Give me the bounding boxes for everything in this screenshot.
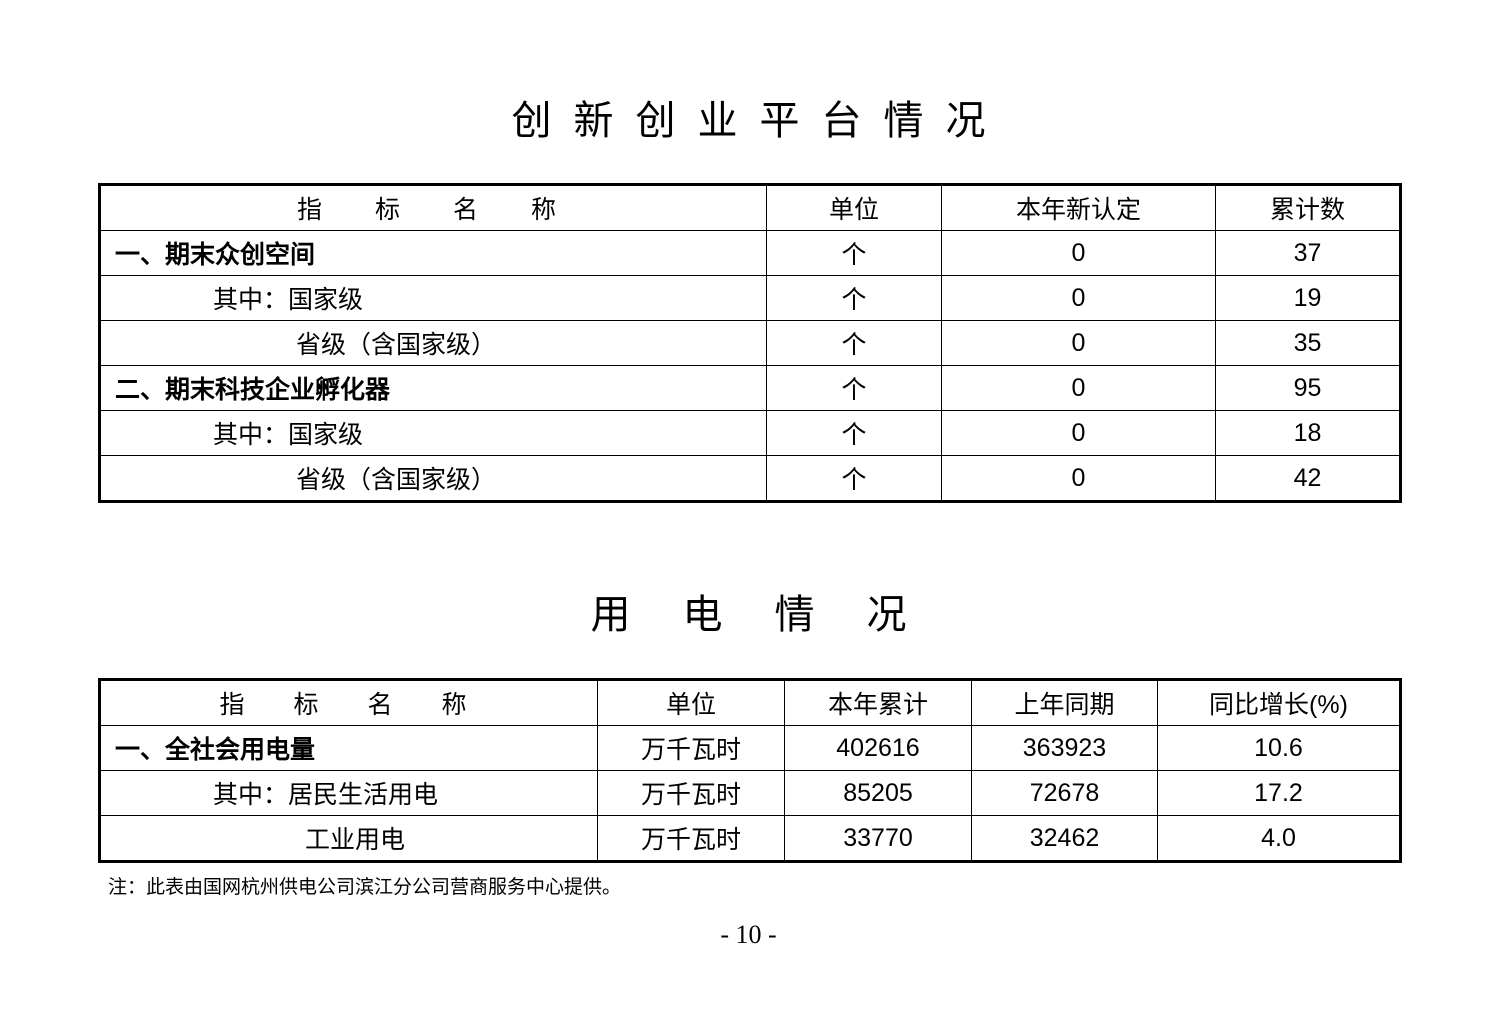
unit-cell: 万千瓦时: [597, 815, 785, 862]
unit-cell: 个: [766, 455, 942, 502]
total-cell: 95: [1215, 365, 1401, 411]
column-header: 本年新认定: [941, 184, 1216, 231]
row-name: 省级（含国家级）: [99, 320, 767, 366]
new-cell: 0: [941, 365, 1216, 411]
row-name: 二、期末科技企业孵化器: [99, 365, 767, 411]
row-name: 省级（含国家级）: [99, 455, 767, 502]
source-note: 注：此表由国网杭州供电公司滨江分公司营商服务中心提供。: [108, 877, 622, 898]
row-name: 其中：国家级: [99, 410, 767, 456]
previous-cell: 32462: [971, 815, 1158, 862]
column-header: 同比增长(%): [1157, 679, 1401, 726]
unit-cell: 个: [766, 275, 942, 321]
current-cell: 33770: [784, 815, 972, 862]
column-header: 本年累计: [784, 679, 972, 726]
table-row: 二、期末科技企业孵化器个 0 95: [99, 365, 1401, 411]
column-header: 累计数: [1215, 184, 1401, 231]
column-header: 单位: [766, 184, 942, 231]
unit-cell: 个: [766, 320, 942, 366]
unit-cell: 个: [766, 230, 942, 276]
table-row: 一、期末众创空间个 0 37: [99, 230, 1401, 276]
electricity-table: 指 标 名 称 单位 本年累计 上年同期 同比增长(%) 一、全社会用电量 万千瓦…: [98, 678, 1402, 863]
column-header: 指 标 名 称: [99, 184, 767, 231]
new-cell: 0: [941, 230, 1216, 276]
total-cell: 35: [1215, 320, 1401, 366]
platform-table-title: 创新创业平台情况: [511, 99, 1008, 143]
table-row: 其中：居民生活用电 万千瓦时 85205 72678 17.2: [99, 770, 1401, 816]
table-row: 省级（含国家级）个 0 42: [99, 455, 1401, 502]
row-name: 其中：国家级: [99, 275, 767, 321]
growth-cell: 10.6: [1157, 725, 1401, 771]
current-cell: 402616: [784, 725, 972, 771]
new-cell: 0: [941, 410, 1216, 456]
electricity-table-title: 用电情况: [590, 593, 959, 637]
new-cell: 0: [941, 320, 1216, 366]
column-header: 上年同期: [971, 679, 1158, 726]
new-cell: 0: [941, 275, 1216, 321]
unit-cell: 个: [766, 410, 942, 456]
row-name: 其中：居民生活用电: [99, 770, 598, 816]
page-number: - 10 -: [720, 920, 777, 949]
current-cell: 85205: [784, 770, 972, 816]
table-header-row: 指 标 名 称 单位 本年累计 上年同期 同比增长(%): [99, 679, 1401, 726]
unit-cell: 万千瓦时: [597, 725, 785, 771]
unit-cell: 万千瓦时: [597, 770, 785, 816]
total-cell: 42: [1215, 455, 1401, 502]
total-cell: 18: [1215, 410, 1401, 456]
platform-table: 指 标 名 称 单位 本年新认定 累计数 一、期末众创空间个 0 37 其中：国家级个…: [98, 183, 1402, 503]
table-row: 省级（含国家级）个 0 35: [99, 320, 1401, 366]
column-header: 单位: [597, 679, 785, 726]
previous-cell: 363923: [971, 725, 1158, 771]
row-name: 一、全社会用电量: [99, 725, 598, 771]
row-name: 工业用电: [99, 815, 598, 862]
table-row: 其中：国家级个 0 19: [99, 275, 1401, 321]
table-row: 工业用电 万千瓦时 33770 32462 4.0: [99, 815, 1401, 862]
previous-cell: 72678: [971, 770, 1158, 816]
total-cell: 37: [1215, 230, 1401, 276]
table-row: 其中：国家级个 0 18: [99, 410, 1401, 456]
table-row: 一、全社会用电量 万千瓦时 402616 363923 10.6: [99, 725, 1401, 771]
growth-cell: 4.0: [1157, 815, 1401, 862]
new-cell: 0: [941, 455, 1216, 502]
growth-cell: 17.2: [1157, 770, 1401, 816]
table-header-row: 指 标 名 称 单位 本年新认定 累计数: [99, 184, 1401, 231]
unit-cell: 个: [766, 365, 942, 411]
column-header: 指 标 名 称: [99, 679, 598, 726]
total-cell: 19: [1215, 275, 1401, 321]
row-name: 一、期末众创空间: [99, 230, 767, 276]
